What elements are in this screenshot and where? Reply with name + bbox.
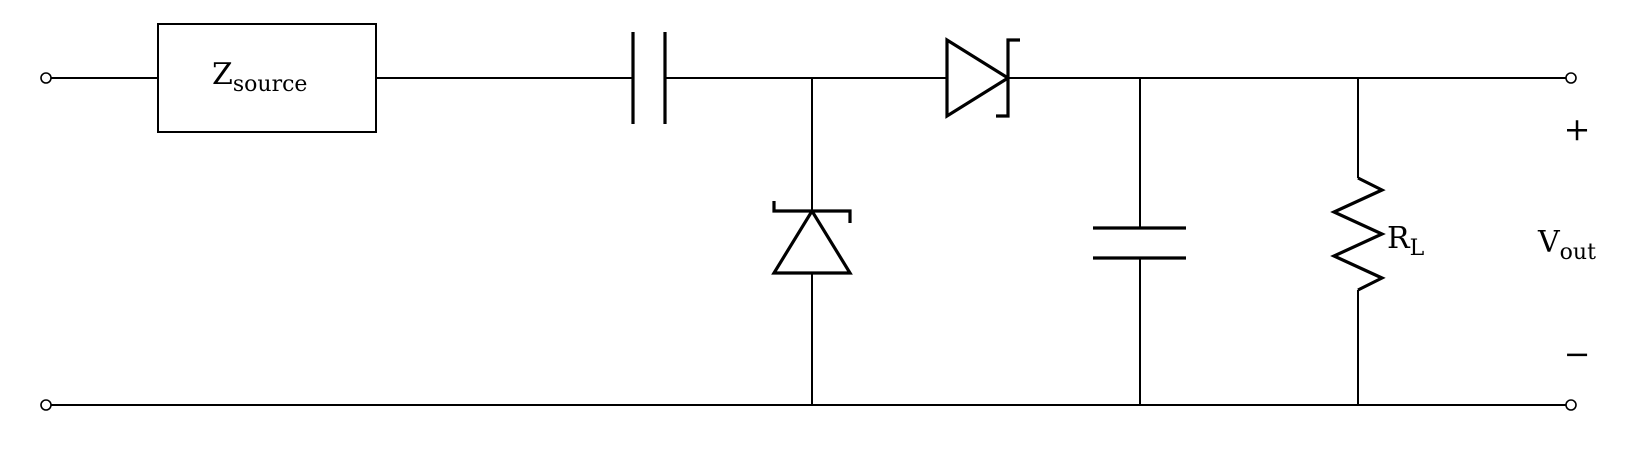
output-terminal-top <box>1565 72 1577 84</box>
filter-capacitor <box>1093 78 1186 405</box>
series-capacitor <box>631 32 667 124</box>
input-terminal-top <box>40 72 52 84</box>
resistor-label: RL <box>1387 221 1425 261</box>
shunt-zener-diode <box>771 78 853 405</box>
zener-diode-bar <box>772 201 852 223</box>
load-resistor: RL <box>1330 78 1425 405</box>
z-source-label: Zsource <box>212 57 307 97</box>
series-diode-triangle <box>945 37 1012 119</box>
series-zener-diode <box>945 37 1020 119</box>
vout-label: Vout <box>1537 225 1596 265</box>
plus-sign: + <box>1564 110 1591 148</box>
output-voltage-indicator: + Vout − <box>1537 110 1596 373</box>
series-diode-bar <box>996 38 1020 118</box>
zener-diode-triangle <box>771 207 853 275</box>
z-source-box <box>157 23 377 133</box>
input-terminal-bottom <box>40 399 52 411</box>
resistor-zigzag <box>1330 176 1386 292</box>
z-source-block: Zsource <box>157 23 377 133</box>
output-terminal-bottom <box>1565 399 1577 411</box>
minus-sign: − <box>1564 335 1591 373</box>
